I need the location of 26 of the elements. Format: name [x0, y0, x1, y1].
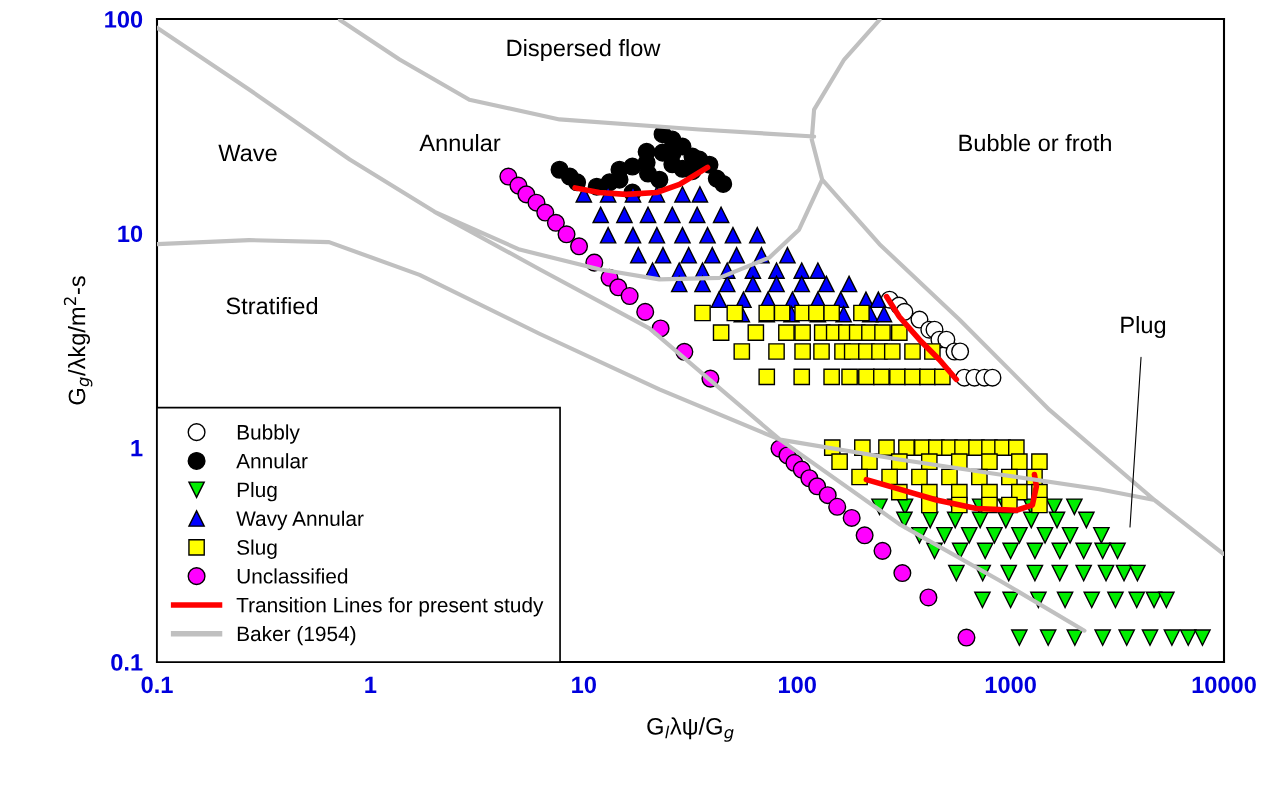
- legend-label: Unclassified: [237, 568, 348, 584]
- annotation: Plug: [1121, 315, 1166, 338]
- y-tick-label: 0.1: [111, 654, 143, 671]
- legend-label: Wavy Annular: [236, 510, 364, 531]
- legend-label: Slug: [237, 539, 277, 559]
- annotation: Stratified: [226, 296, 318, 315]
- legend-label: Transition Lines for present study: [236, 597, 544, 617]
- legend-label: Bubbly: [237, 424, 300, 444]
- y-axis-title: G$_{g}$/λkg/m$^{2}$-s: [63, 276, 93, 405]
- legend-label: Plug: [237, 481, 277, 502]
- x-tick-label: 100: [778, 676, 816, 694]
- x-tick-label: 10: [572, 676, 596, 694]
- x-tick-label: 0.1: [141, 676, 173, 694]
- legend-label: Baker (1954): [237, 625, 356, 646]
- annotation: Dispersed flow: [507, 39, 661, 61]
- x-tick-label: 10000: [1192, 676, 1256, 694]
- y-tick-label: 100: [105, 11, 143, 28]
- legend-label: Annular: [236, 453, 308, 469]
- annotation: Wave: [218, 144, 277, 162]
- y-tick-label: 1: [131, 439, 143, 457]
- x-tick-label: 1: [365, 676, 377, 693]
- annotation: Bubble or froth: [959, 134, 1111, 152]
- annotation: Annular: [419, 134, 501, 152]
- x-axis-title: G$_{l}$λψ/G$_{g}$: [647, 717, 734, 742]
- x-tick-label: 1000: [985, 676, 1036, 694]
- y-tick-label: 10: [118, 225, 143, 243]
